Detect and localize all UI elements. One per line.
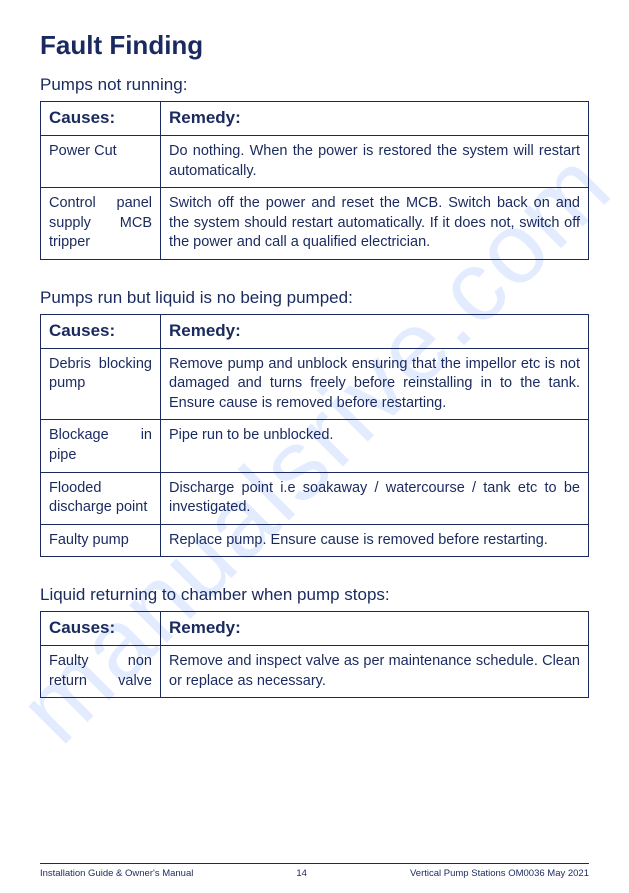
cause-cell: Control panel supply MCB tripper — [41, 188, 161, 260]
section-heading: Pumps run but liquid is no being pumped: — [40, 288, 589, 308]
table-row: Power CutDo nothing. When the power is r… — [41, 135, 589, 187]
section-heading: Liquid returning to chamber when pump st… — [40, 585, 589, 605]
fault-section: Liquid returning to chamber when pump st… — [40, 585, 589, 698]
column-header-causes: Causes: — [41, 314, 161, 348]
footer-left: Installation Guide & Owner's Manual — [40, 868, 193, 879]
page: manualsrive.com Fault Finding Pumps not … — [0, 0, 629, 893]
remedy-cell: Do nothing. When the power is restored t… — [161, 135, 589, 187]
column-header-causes: Causes: — [41, 612, 161, 646]
remedy-cell: Remove and inspect valve as per maintena… — [161, 646, 589, 698]
column-header-remedy: Remedy: — [161, 612, 589, 646]
fault-table: Causes:Remedy:Faulty non return valveRem… — [40, 611, 589, 698]
fault-table: Causes:Remedy:Power CutDo nothing. When … — [40, 101, 589, 260]
table-row: Debris blocking pumpRemove pump and unbl… — [41, 348, 589, 420]
remedy-cell: Pipe run to be unblocked. — [161, 420, 589, 472]
footer-right: Vertical Pump Stations OM0036 May 2021 — [410, 868, 589, 879]
footer: Installation Guide & Owner's Manual 14 V… — [40, 863, 589, 879]
remedy-cell: Discharge point i.e soakaway / watercour… — [161, 472, 589, 524]
column-header-causes: Causes: — [41, 102, 161, 136]
table-row: Faulty pumpReplace pump. Ensure cause is… — [41, 524, 589, 557]
cause-cell: Faulty non return valve — [41, 646, 161, 698]
table-row: Control panel supply MCB tripperSwitch o… — [41, 188, 589, 260]
footer-page-number: 14 — [296, 868, 307, 879]
column-header-remedy: Remedy: — [161, 314, 589, 348]
section-heading: Pumps not running: — [40, 75, 589, 95]
cause-cell: Blockage in pipe — [41, 420, 161, 472]
fault-section: Pumps not running: Causes:Remedy:Power Cu… — [40, 75, 589, 260]
fault-section: Pumps run but liquid is no being pumped:… — [40, 288, 589, 557]
cause-cell: Debris blocking pump — [41, 348, 161, 420]
table-row: Faulty non return valveRemove and inspec… — [41, 646, 589, 698]
remedy-cell: Replace pump. Ensure cause is removed be… — [161, 524, 589, 557]
cause-cell: Faulty pump — [41, 524, 161, 557]
remedy-cell: Switch off the power and reset the MCB. … — [161, 188, 589, 260]
cause-cell: Flooded discharge point — [41, 472, 161, 524]
page-title: Fault Finding — [40, 30, 589, 61]
cause-cell: Power Cut — [41, 135, 161, 187]
content-area: Fault Finding Pumps not running:Causes:R… — [40, 30, 589, 698]
table-row: Flooded discharge pointDischarge point i… — [41, 472, 589, 524]
remedy-cell: Remove pump and unblock ensuring that th… — [161, 348, 589, 420]
table-row: Blockage in pipePipe run to be unblocked… — [41, 420, 589, 472]
fault-table: Causes:Remedy:Debris blocking pumpRemove… — [40, 314, 589, 557]
column-header-remedy: Remedy: — [161, 102, 589, 136]
